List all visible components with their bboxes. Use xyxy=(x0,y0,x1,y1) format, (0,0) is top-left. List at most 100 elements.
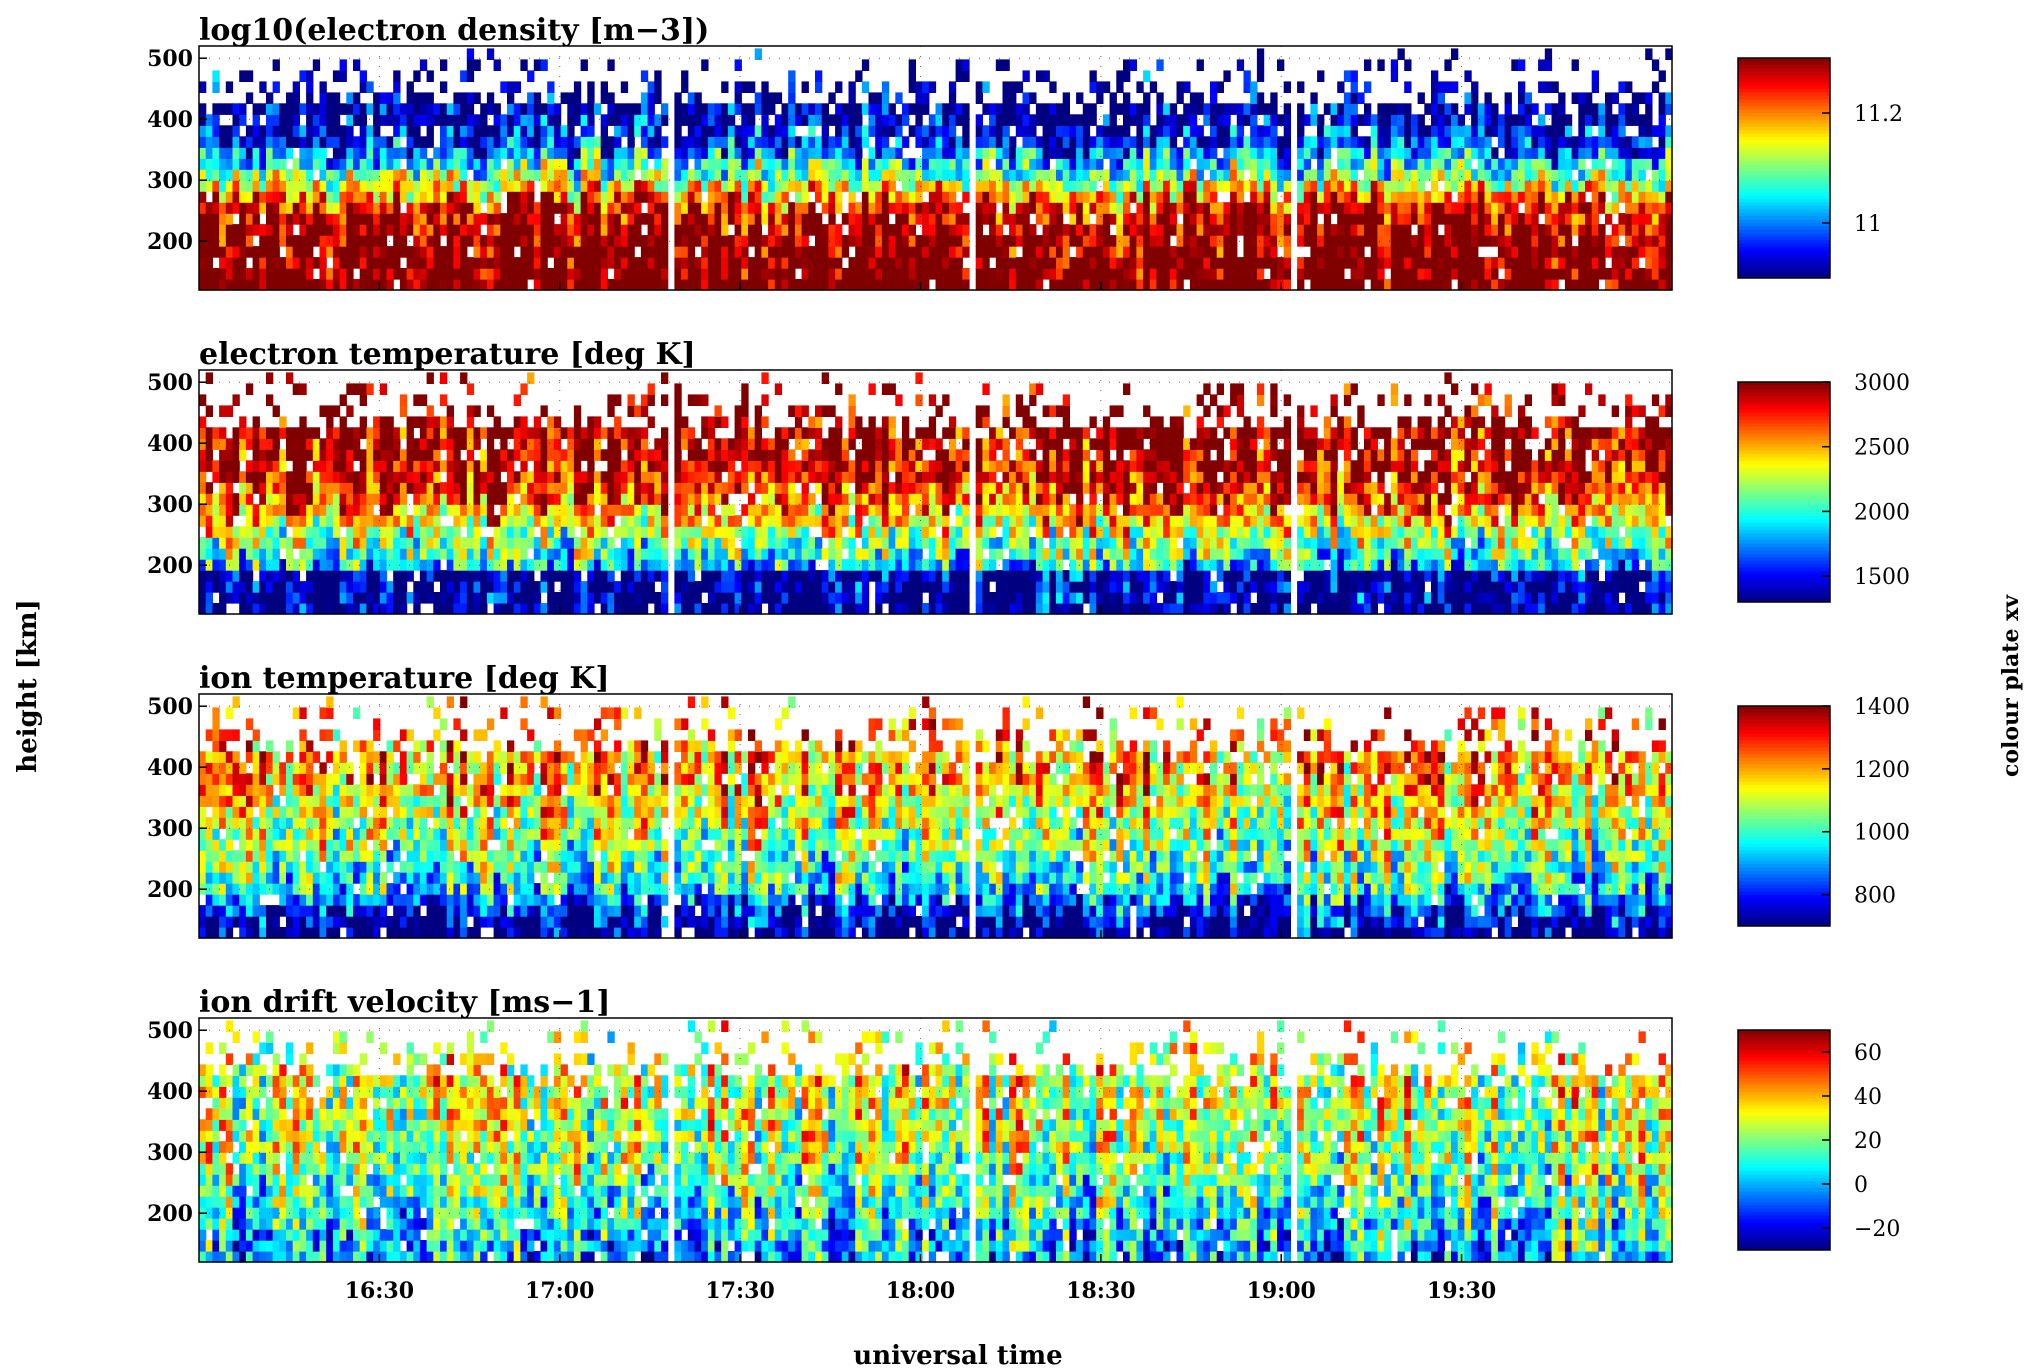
heatmap-cell xyxy=(975,158,983,170)
heatmap-cell xyxy=(433,504,441,516)
heatmap-cell xyxy=(915,279,923,291)
heatmap-cell xyxy=(239,581,247,593)
heatmap-cell xyxy=(754,257,762,269)
heatmap-cell xyxy=(527,147,535,159)
heatmap-cell xyxy=(1236,213,1245,225)
heatmap-cell xyxy=(1437,158,1445,170)
heatmap-cell xyxy=(306,592,314,604)
heatmap-cell xyxy=(1189,213,1198,225)
heatmap-cell xyxy=(500,224,508,236)
heatmap-cell xyxy=(1136,246,1144,258)
heatmap-cell xyxy=(460,460,468,472)
heatmap-cell xyxy=(620,246,629,258)
heatmap-cell xyxy=(1056,136,1064,148)
colorbar-band xyxy=(1738,113,1830,117)
heatmap-cell xyxy=(573,136,582,148)
heatmap-cell xyxy=(1149,246,1158,258)
heatmap-cell xyxy=(928,125,937,137)
heatmap-cell xyxy=(573,504,582,516)
heatmap-cell xyxy=(553,427,562,439)
heatmap-cell xyxy=(306,202,314,214)
heatmap-cell xyxy=(466,59,475,71)
heatmap-cell xyxy=(1558,158,1566,170)
heatmap-cell xyxy=(353,559,361,571)
heatmap-cell xyxy=(1591,191,1599,203)
heatmap-cell xyxy=(379,202,388,214)
heatmap-cell xyxy=(547,603,555,615)
heatmap-cell xyxy=(1370,268,1378,280)
heatmap-cell xyxy=(1417,257,1425,269)
heatmap-cell xyxy=(881,202,890,214)
heatmap-cell xyxy=(433,213,441,225)
heatmap-cell xyxy=(225,548,234,560)
heatmap-cell xyxy=(1504,224,1512,236)
heatmap-cell xyxy=(1169,191,1178,203)
heatmap-cell xyxy=(326,570,334,582)
heatmap-cell xyxy=(1598,202,1606,214)
heatmap-cell xyxy=(721,103,729,115)
heatmap-cell xyxy=(553,592,562,604)
heatmap-cell xyxy=(199,81,207,93)
heatmap-cell xyxy=(821,147,829,159)
heatmap-cell xyxy=(1203,268,1211,280)
heatmap-cell xyxy=(1270,114,1278,126)
heatmap-cell xyxy=(1256,48,1265,60)
heatmap-cell xyxy=(1062,169,1070,181)
heatmap-cell xyxy=(339,224,347,236)
heatmap-cell xyxy=(774,235,783,247)
heatmap-cell xyxy=(1049,279,1057,291)
heatmap-cell xyxy=(406,427,414,439)
heatmap-cell xyxy=(1102,169,1111,181)
heatmap-cell xyxy=(1163,235,1171,247)
heatmap-cell xyxy=(419,279,428,291)
heatmap-cell xyxy=(661,224,669,236)
heatmap-cell xyxy=(801,257,809,269)
heatmap-cell xyxy=(1350,235,1358,247)
heatmap-cell xyxy=(727,125,736,137)
heatmap-cell xyxy=(433,268,441,280)
heatmap-cell xyxy=(353,257,361,269)
heatmap-cell xyxy=(975,147,983,159)
heatmap-cell xyxy=(547,81,555,93)
heatmap-cell xyxy=(527,246,535,258)
heatmap-cell xyxy=(272,114,280,126)
heatmap-cell xyxy=(948,235,957,247)
heatmap-cell xyxy=(681,114,689,126)
heatmap-cell xyxy=(661,449,669,461)
heatmap-cell xyxy=(1330,279,1338,291)
heatmap-cell xyxy=(1471,125,1479,137)
colorbar-band xyxy=(1738,229,1830,234)
heatmap-cell xyxy=(1497,213,1506,225)
heatmap-cell xyxy=(1504,235,1512,247)
heatmap-cell xyxy=(393,92,401,104)
colorbar-band xyxy=(1738,147,1830,152)
heatmap-cell xyxy=(513,103,521,115)
heatmap-cell xyxy=(1210,158,1218,170)
heatmap-cell xyxy=(1524,246,1532,258)
heatmap-cell xyxy=(460,268,468,280)
heatmap-cell xyxy=(808,103,816,115)
heatmap-cell xyxy=(212,279,220,291)
heatmap-cell xyxy=(359,103,367,115)
heatmap-cell xyxy=(1598,191,1606,203)
heatmap-cell xyxy=(426,224,434,236)
heatmap-cell xyxy=(821,136,829,148)
heatmap-cell xyxy=(573,493,582,505)
heatmap-cell xyxy=(199,246,207,258)
heatmap-cell xyxy=(1377,224,1385,236)
heatmap-cell xyxy=(1210,169,1218,181)
heatmap-cell xyxy=(1210,235,1218,247)
heatmap-cell xyxy=(533,537,542,549)
heatmap-cell xyxy=(440,224,448,236)
heatmap-cell xyxy=(928,191,937,203)
heatmap-cell xyxy=(721,191,729,203)
heatmap-cell xyxy=(962,158,970,170)
heatmap-cell xyxy=(573,268,582,280)
heatmap-cell xyxy=(393,136,401,148)
heatmap-cell xyxy=(922,125,930,137)
heatmap-cell xyxy=(587,493,595,505)
heatmap-cell xyxy=(607,180,615,192)
heatmap-cell xyxy=(674,268,682,280)
heatmap-cell xyxy=(419,570,428,582)
heatmap-cell xyxy=(1210,114,1218,126)
